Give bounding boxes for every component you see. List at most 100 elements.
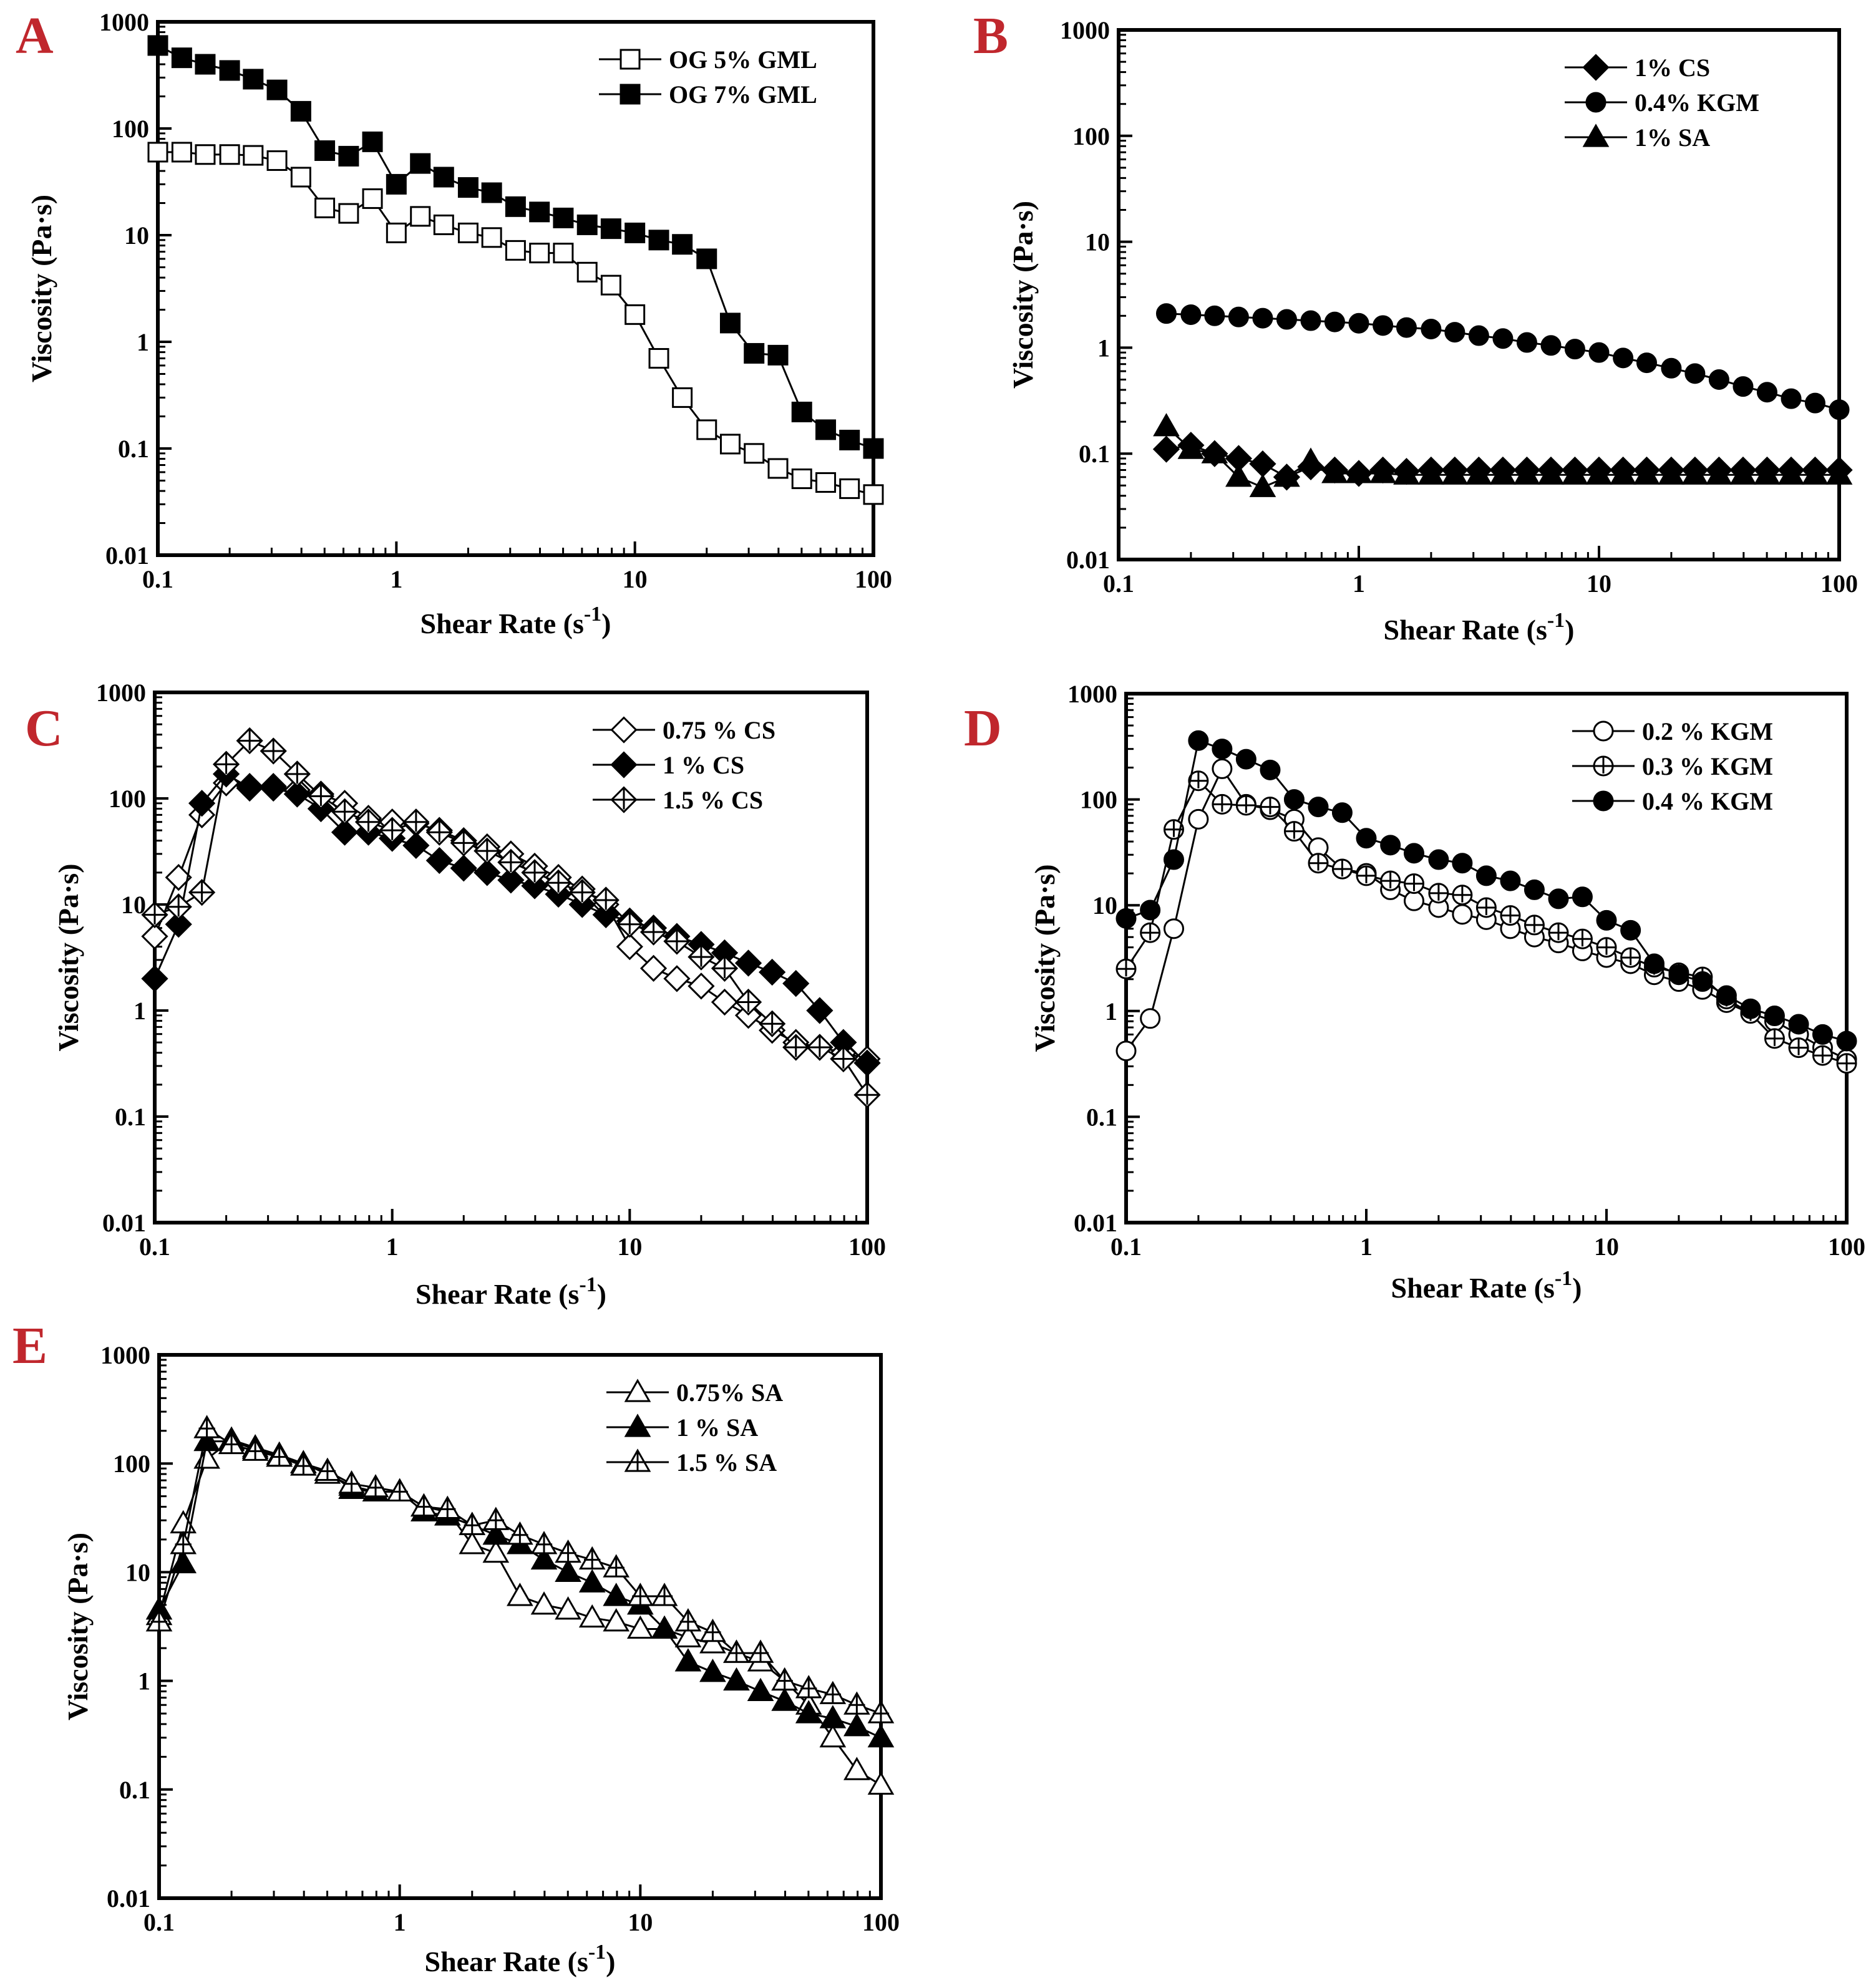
data-point — [1252, 308, 1273, 329]
data-point — [193, 1427, 220, 1452]
y-tick-label: 1000 — [100, 1341, 150, 1369]
data-point — [236, 727, 263, 755]
data-point — [195, 144, 216, 165]
legend-label: 0.2 % KGM — [1642, 717, 1773, 745]
data-point — [1273, 463, 1300, 487]
data-point — [1588, 342, 1610, 363]
data-point — [625, 304, 646, 325]
panel-label: E — [12, 1317, 47, 1375]
data-point — [674, 1648, 702, 1672]
data-point — [482, 1521, 510, 1545]
data-point — [867, 1724, 895, 1748]
data-point — [481, 182, 502, 203]
data-point — [1380, 870, 1401, 891]
data-point — [386, 1478, 414, 1501]
y-tick-label: 1000 — [1060, 16, 1110, 44]
data-point — [1396, 317, 1417, 338]
data-point — [1283, 821, 1305, 842]
data-point — [1356, 865, 1377, 886]
data-point — [1706, 461, 1733, 485]
data-point — [219, 144, 240, 165]
series-line — [158, 1438, 882, 1786]
data-point — [1260, 797, 1281, 818]
y-tick-label: 0.1 — [119, 1776, 150, 1804]
data-point — [521, 859, 548, 886]
x-tick-label: 10 — [617, 1233, 642, 1261]
y-tick-label: 0.01 — [102, 1209, 146, 1237]
data-point — [863, 484, 884, 505]
y-tick-label: 0.1 — [1086, 1103, 1117, 1131]
y-tick-label: 100 — [109, 785, 146, 813]
legend: 0.2 % KGM 0.3 % KGM 0.4 % KGM — [1572, 717, 1773, 815]
data-point — [663, 928, 691, 955]
y-tick-label: 10 — [124, 221, 149, 250]
data-point — [578, 1604, 606, 1628]
legend-label: 0.75 % CS — [663, 716, 775, 744]
data-point — [744, 342, 765, 364]
data-point — [839, 429, 860, 450]
data-point — [474, 859, 501, 886]
data-point — [651, 1615, 678, 1639]
series-2 — [1153, 413, 1853, 497]
legend-marker — [624, 1413, 651, 1437]
data-point — [1140, 922, 1161, 943]
data-point — [1155, 303, 1177, 324]
data-point — [1812, 1045, 1833, 1066]
x-tick-label: 1 — [1353, 570, 1365, 598]
data-point — [459, 1531, 486, 1554]
data-point — [795, 1675, 822, 1699]
data-point — [747, 1639, 774, 1663]
x-tick-label: 10 — [1594, 1233, 1619, 1261]
data-point — [1235, 749, 1256, 770]
data-point — [592, 886, 620, 914]
y-tick-label: 0.01 — [1066, 546, 1110, 574]
data-point — [1596, 909, 1617, 931]
x-tick-label: 100 — [848, 1233, 886, 1261]
data-point — [1754, 461, 1781, 485]
legend: OG 5% GML OG 7% GML — [599, 46, 817, 109]
data-point — [1324, 311, 1345, 332]
data-point — [1373, 315, 1394, 336]
data-point — [723, 1667, 750, 1691]
legend-label: 0.75% SA — [676, 1379, 783, 1407]
legend-label: 0.4% KGM — [1635, 89, 1759, 117]
data-point — [402, 808, 430, 836]
data-point — [290, 167, 311, 188]
y-tick-label: 0.01 — [107, 1884, 150, 1913]
y-tick-label: 10 — [1085, 228, 1110, 256]
series-1 — [147, 35, 884, 459]
data-point — [867, 1700, 895, 1724]
x-tick-label: 100 — [1828, 1233, 1865, 1261]
data-point — [425, 818, 453, 846]
data-point — [530, 1531, 558, 1554]
data-point — [236, 774, 263, 802]
data-point — [1540, 335, 1562, 356]
data-point — [457, 222, 479, 243]
data-point — [626, 1583, 654, 1606]
data-point — [260, 774, 287, 802]
data-point — [1283, 789, 1305, 810]
data-point — [147, 142, 168, 163]
data-point — [1788, 1014, 1809, 1035]
data-point — [1764, 1028, 1785, 1049]
data-point — [1140, 899, 1161, 921]
legend-marker — [1582, 124, 1610, 147]
data-point — [1356, 828, 1377, 849]
y-axis-label: Viscosity (Pa·s) — [1029, 864, 1061, 1052]
x-tick-label: 100 — [1820, 570, 1858, 598]
data-point — [219, 60, 240, 81]
data-point — [1633, 461, 1660, 485]
y-tick-label: 10 — [1092, 891, 1117, 919]
data-point — [450, 855, 477, 882]
data-point — [1163, 918, 1184, 939]
legend: 1% CS 0.4% KGM 1% SA — [1565, 54, 1759, 152]
data-point — [1235, 795, 1256, 816]
legend: 0.75% SA 1 % SA 1.5 % SA — [606, 1379, 783, 1476]
data-point — [433, 214, 454, 235]
data-point — [1661, 357, 1682, 379]
data-point — [843, 1691, 870, 1715]
